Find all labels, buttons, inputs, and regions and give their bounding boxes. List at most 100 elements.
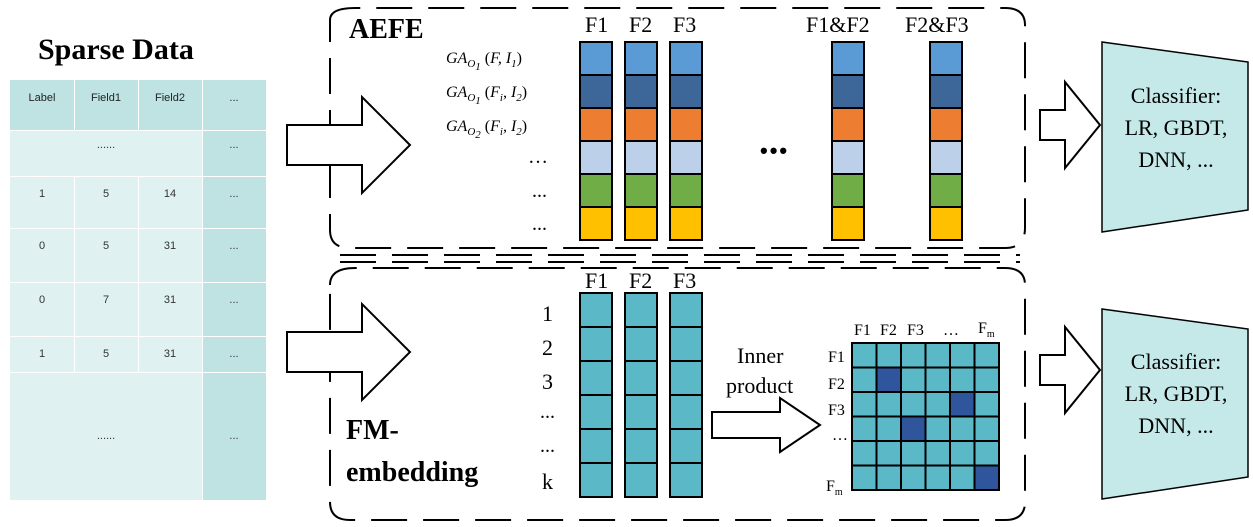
aefe-cell — [579, 74, 613, 109]
aefe-cell — [624, 74, 658, 109]
matrix-cell — [924, 342, 951, 369]
ellipsis-col: ... — [229, 430, 239, 442]
matrix-cell — [875, 342, 902, 369]
aefe-columns — [579, 41, 963, 241]
matrix-cell — [851, 342, 878, 369]
fm-cell — [669, 428, 703, 464]
fm-cell — [624, 428, 658, 464]
aefe-cell — [579, 140, 613, 175]
classifier-bottom-shape — [1101, 308, 1249, 500]
fm-cell — [579, 462, 613, 498]
table-cell: 7 — [102, 294, 110, 306]
matrix-cell — [851, 415, 878, 442]
aefe-col-label-f3: F3 — [673, 12, 697, 37]
table-cell: 5 — [102, 188, 110, 200]
ellipsis-col: ... — [229, 188, 239, 200]
matrix-cell — [900, 391, 927, 418]
aefe-cell — [624, 41, 658, 76]
aefe-cell — [831, 140, 865, 175]
arrow-to-aefe — [286, 94, 412, 196]
aefe-row-label-5: ... — [532, 180, 547, 202]
aefe-cell — [929, 41, 963, 76]
ellipsis-row-bottom: ...... — [96, 430, 116, 442]
aefe-col-label-f2f3: F2&F3 — [905, 12, 969, 37]
aefe-row-label-1: GAO1 (F, I1) — [446, 50, 522, 74]
header-field1: Field1 — [91, 92, 121, 104]
aefe-row-label-3: GAO2 (Fi, I2) — [446, 118, 528, 142]
fm-row-label-3: 3 — [542, 369, 553, 394]
matrix-cell — [900, 464, 927, 491]
table-cell: 1 — [38, 348, 46, 360]
matrix-cell — [875, 415, 902, 442]
header-field2: Field2 — [155, 92, 185, 104]
matrix-col-label-fm: Fm — [978, 320, 995, 341]
aefe-cell — [579, 173, 613, 208]
aefe-col-label-f1: F1 — [585, 12, 609, 37]
fm-title-line1: FM- — [346, 415, 399, 446]
matrix-cell — [973, 366, 1000, 393]
matrix-row-label: F1 — [828, 349, 845, 366]
table-cell: 14 — [163, 188, 177, 200]
aefe-cell — [831, 107, 865, 142]
aefe-cell — [929, 74, 963, 109]
ellipsis-col: ... — [229, 294, 239, 306]
header-label: Label — [28, 92, 56, 104]
aefe-row-label-4: … — [528, 146, 548, 168]
table-cell: 5 — [102, 240, 110, 252]
fm-cell — [579, 428, 613, 464]
matrix-cell — [924, 440, 951, 467]
header-more: ... — [229, 92, 239, 104]
table-cell: 1 — [38, 188, 46, 200]
matrix-cell — [875, 464, 902, 491]
arrow-to-fm — [286, 301, 412, 403]
aefe-cell — [831, 41, 865, 76]
aefe-cell — [831, 74, 865, 109]
classifier-line1: Classifier: — [1130, 83, 1222, 108]
inner-product-arrow — [711, 396, 822, 454]
aefe-cell — [929, 173, 963, 208]
matrix-row-label: F3 — [828, 402, 845, 419]
fm-cell — [579, 292, 613, 328]
table-cell: 31 — [163, 294, 177, 306]
aefe-row-label-6: ... — [532, 213, 547, 235]
aefe-cell — [669, 173, 703, 208]
classifier-line1: Classifier: — [1130, 349, 1222, 374]
fm-cell — [624, 360, 658, 396]
table-cell: 31 — [163, 348, 177, 360]
aefe-cell — [929, 140, 963, 175]
aefe-cell — [624, 140, 658, 175]
table-cell: 31 — [163, 240, 177, 252]
aefe-cell — [579, 107, 613, 142]
matrix-row-label: … — [832, 427, 848, 444]
matrix-cell — [949, 415, 976, 442]
aefe-cell — [624, 173, 658, 208]
aefe-cell — [624, 107, 658, 142]
matrix-cell — [900, 415, 927, 442]
table-cell: 0 — [38, 240, 46, 252]
fm-row-label-k: k — [542, 469, 553, 494]
classifier-line2: LR, GBDT, — [1124, 381, 1228, 406]
classifier-line3: DNN, ... — [1138, 413, 1214, 438]
matrix-cell — [973, 440, 1000, 467]
aefe-cell — [669, 74, 703, 109]
aefe-row-label-2: GAO1 (Fi, I2) — [446, 84, 528, 108]
sparse-data-title: Sparse Data — [38, 33, 194, 66]
matrix-row-label-fm: Fm — [826, 478, 843, 499]
aefe-col-label-f1f2: F1&F2 — [806, 12, 870, 37]
fm-col-label-f3: F3 — [673, 268, 697, 293]
fm-row-label-2: 2 — [542, 335, 553, 360]
aefe-cell — [669, 41, 703, 76]
classifier-line3: DNN, ... — [1138, 147, 1214, 172]
aefe-cell — [929, 206, 963, 241]
aefe-cell — [831, 206, 865, 241]
matrix-cell — [851, 366, 878, 393]
matrix-cell — [924, 464, 951, 491]
matrix-col-label: F1 — [854, 322, 871, 339]
classifier-line2: LR, GBDT, — [1124, 115, 1228, 140]
matrix-cell — [973, 464, 1000, 491]
aefe-cell — [929, 107, 963, 142]
matrix-cell — [973, 391, 1000, 418]
fm-columns — [579, 292, 703, 498]
matrix-cell — [973, 415, 1000, 442]
